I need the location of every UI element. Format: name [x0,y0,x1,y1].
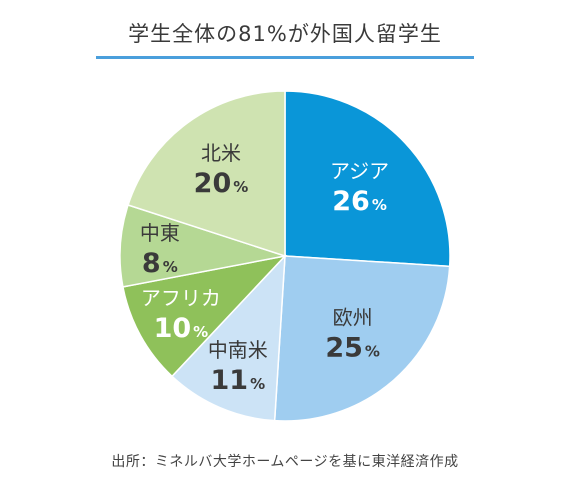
slice-value-2: 11% [211,365,266,396]
slice-value-3: 10% [154,313,209,344]
slice-value-4: 8% [142,248,178,279]
slice-label-5: 北米 20% [194,141,249,199]
pie-slice-0 [284,90,451,268]
chart-title: 学生全体の81%が外国人留学生 [128,22,442,46]
slice-value-1: 25% [325,333,380,364]
slice-label-2: 中南米 11% [208,338,268,396]
slice-name-0: アジア [330,159,389,183]
slice-name-1: 欧州 [333,306,373,330]
slice-label-0: アジア 26% [330,159,389,217]
slice-name-5: 北米 [201,141,241,165]
pie-slice-2 [170,253,286,422]
slice-label-3: アフリカ 10% [141,286,221,344]
slice-label-4: 中東 8% [140,221,180,279]
slice-label-1: 欧州 25% [325,306,380,364]
pie-slice-1 [273,255,451,422]
slice-name-4: 中東 [140,221,180,245]
title-underline [96,56,474,59]
pie-slice-5 [127,90,286,258]
pie-slice-3 [122,254,288,378]
slice-name-2: 中南米 [208,338,268,362]
slice-name-3: アフリカ [141,286,221,310]
source-note: 出所：ミネルバ大学ホームページを基に東洋経済作成 [111,454,459,470]
slice-value-0: 26% [332,186,387,217]
slice-value-5: 20% [194,168,249,199]
